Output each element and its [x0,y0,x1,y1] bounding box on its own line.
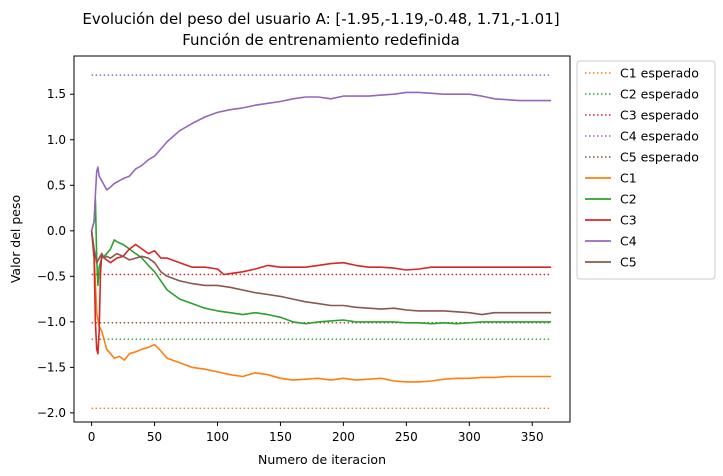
legend-item-label: C4 [620,234,637,249]
x-tick-label: 250 [395,430,418,444]
legend: C1 esperado C2 esperado C3 esperado C4 espe… [576,60,716,280]
y-tick-label: −2.0 [37,406,66,420]
legend-item-label: C3 [620,213,637,228]
x-tick-label: 100 [206,430,229,444]
series-line-c2 [90,198,552,325]
y-axis: −2.0 −1.5 −1.0 −0.5 0.0 0.5 1.0 1.5 [37,87,74,420]
y-tick-label: −1.0 [37,315,66,329]
series-line-c3 [90,230,552,355]
x-tick-label: 0 [88,430,96,444]
x-tick-label: 150 [269,430,292,444]
legend-item-label: C2 [620,192,637,207]
x-tick-label: 350 [521,430,544,444]
legend-item-label: C5 [620,255,637,270]
series-line-c1 [90,230,552,383]
legend-item-label: C4 esperado [620,129,699,144]
y-axis-label: Valor del peso [8,195,23,283]
x-axis: 0 50 100 150 200 250 300 350 [88,422,544,444]
series-line-c5 [90,230,552,316]
legend-item-label: C1 [620,171,637,186]
y-tick-label: 0.0 [47,224,66,238]
y-tick-label: 0.5 [47,178,66,192]
series-line-c4 [90,91,552,232]
plot-area [73,55,571,423]
chart-title: Evolución del peso del usuario A: [-1.95… [82,10,559,28]
legend-frame [576,60,716,280]
plot-frame [73,55,571,423]
y-tick-label: −1.5 [37,360,66,374]
y-tick-label: 1.5 [47,87,66,101]
x-tick-label: 200 [332,430,355,444]
series-lines [90,91,552,383]
y-tick-label: 1.0 [47,133,66,147]
chart-subtitle: Función de entrenamiento redefinida [182,31,460,49]
legend-item-label: C1 esperado [620,66,699,81]
legend-item-label: C3 esperado [620,108,699,123]
x-axis-label: Numero de iteracion [258,452,386,467]
x-tick-label: 300 [458,430,481,444]
reference-lines [91,74,552,410]
legend-item-label: C2 esperado [620,87,699,102]
legend-item-label: C5 esperado [620,150,699,165]
y-tick-label: −0.5 [37,269,66,283]
x-tick-label: 50 [147,430,162,444]
